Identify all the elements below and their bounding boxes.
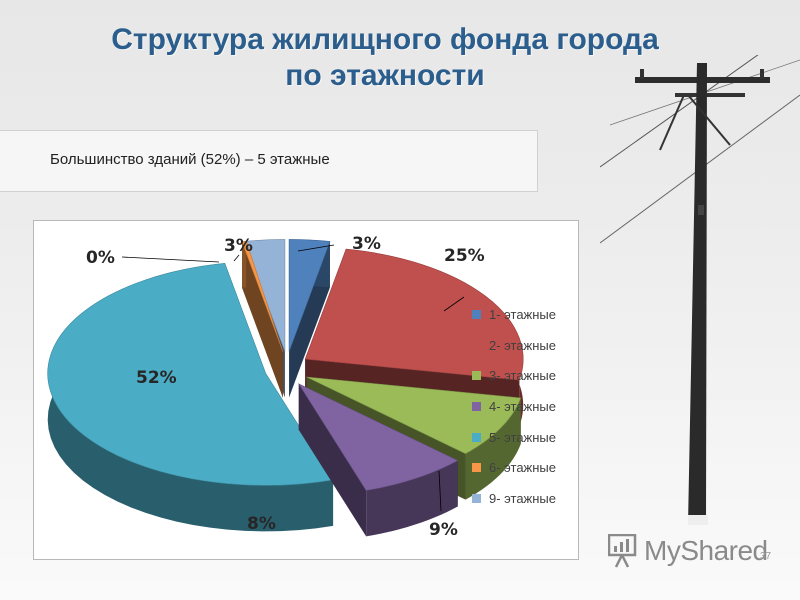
legend-item: 5- этажные	[472, 422, 556, 453]
pie-value-label: 8%	[247, 514, 276, 534]
pie-value-label: 52%	[136, 368, 177, 388]
legend-label: 1- этажные	[489, 306, 557, 322]
slide-number: 37	[760, 551, 772, 562]
legend-swatch	[472, 309, 481, 319]
pie-slice-4	[297, 383, 459, 537]
pie-slice-wall	[246, 241, 283, 398]
legend-swatch	[472, 371, 481, 381]
pie-value-label: 3%	[352, 234, 381, 254]
legend-label: 5- этажные	[489, 429, 557, 445]
pie-slice-top	[304, 248, 524, 381]
watermark: MyShared	[608, 534, 768, 568]
legend-label: 6- этажные	[489, 460, 557, 476]
legend-item: 4- этажные	[472, 391, 556, 422]
pie-slice-top	[306, 376, 522, 454]
pie-value-label: 3%	[224, 236, 253, 256]
pie-slice-top	[288, 239, 331, 352]
chart-legend: 1- этажные 2- этажные 3- этажные 4- этажные…	[472, 299, 556, 514]
pie-leader-line	[297, 244, 335, 252]
slide-title-line-2: по этажности	[285, 59, 485, 92]
legend-label: 9- этажные	[489, 490, 557, 506]
slide-title: Структура жилищного фонда города по этаж…	[40, 22, 730, 94]
presentation-board-icon	[608, 534, 637, 568]
note-box: Большинство зданий (52%) – 5 этажные	[0, 130, 538, 192]
legend-swatch	[472, 340, 481, 350]
legend-label: 4- этажные	[489, 398, 557, 414]
pie-leader-line	[438, 470, 442, 512]
legend-label: 2- этажные	[489, 337, 557, 353]
chart-frame: 3% 25% 9% 8% 52% 0% 3% 1- этажные 2- этажные 3- …	[33, 220, 579, 560]
pie-slice-top	[241, 240, 284, 352]
legend-swatch	[472, 432, 481, 442]
pie-value-label: 0%	[86, 248, 115, 268]
watermark-text: MyShared	[644, 535, 768, 566]
pie-leader-line	[233, 254, 240, 262]
pie-leader-line	[121, 256, 220, 263]
legend-item: 2- этажные	[472, 330, 556, 361]
pie-value-label: 25%	[444, 246, 485, 266]
pie-leader-line	[443, 296, 465, 312]
legend-swatch	[472, 401, 481, 411]
pie-slice-wall	[298, 383, 367, 537]
legend-swatch	[472, 463, 481, 473]
pie-slice-side	[366, 460, 458, 537]
legend-item: 1- этажные	[472, 299, 556, 330]
pie-chart: 3% 25% 9% 8% 52% 0% 3%	[47, 234, 524, 540]
legend-item: 9- этажные	[472, 483, 556, 514]
pie-slice-side	[242, 241, 247, 288]
pie-slice-5	[47, 263, 334, 532]
pie-slice-top	[47, 263, 334, 486]
pie-slice-1	[288, 239, 331, 398]
legend-label: 3- этажные	[489, 368, 557, 384]
utility-pole-decoration	[600, 55, 800, 525]
pie-slice-top	[297, 383, 459, 491]
legend-swatch	[472, 493, 481, 503]
legend-item: 3- этажные	[472, 360, 556, 391]
pie-slice-side	[465, 397, 521, 500]
slide-title-line-1: Структура жилищного фонда города	[111, 23, 659, 56]
pie-value-label: 9%	[429, 520, 458, 540]
legend-item: 6- этажные	[472, 452, 556, 483]
pie-slice-6	[241, 240, 284, 398]
note-text: Большинство зданий (52%) – 5 этажные	[50, 151, 330, 168]
